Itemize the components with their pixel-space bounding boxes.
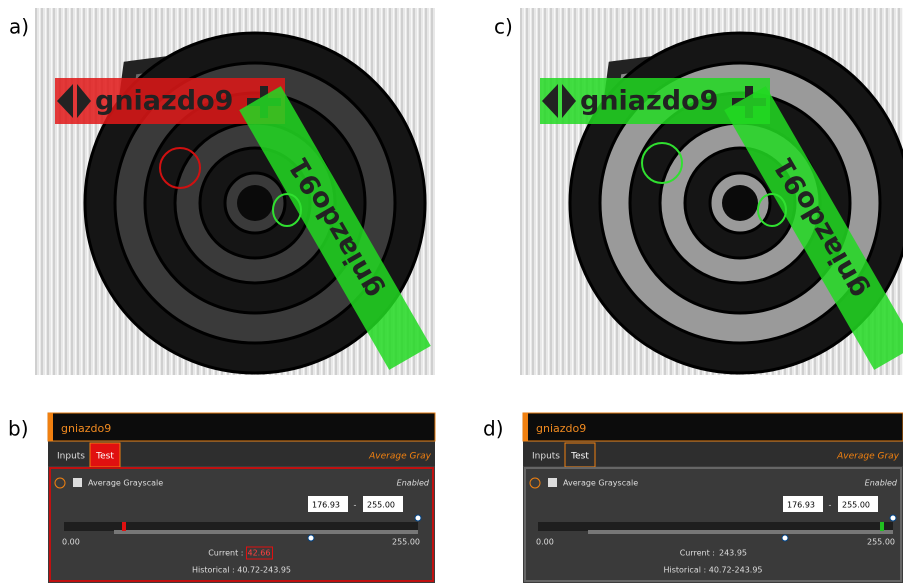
current-value: 243.95 — [719, 549, 747, 558]
accent — [523, 413, 528, 441]
tab[interactable]: Inputs — [57, 452, 85, 462]
panel-letter: c) — [494, 15, 513, 39]
scale-min: 0.00 — [62, 538, 80, 547]
separator: - — [829, 501, 832, 510]
bore — [237, 185, 273, 221]
panel-letter: b) — [8, 417, 29, 441]
slider-track — [538, 522, 893, 531]
spin-value: 255.00 — [367, 501, 395, 510]
roi-label: gniazdo9 — [95, 86, 233, 117]
tool-panel: gniazdo9 Inputs Test Average Gray Average Gr… — [523, 413, 903, 583]
panel-title: gniazdo9 — [536, 422, 586, 435]
current-marker — [880, 522, 884, 531]
historical: Historical : 40.72-243.95 — [663, 566, 762, 575]
scale-min: 0.00 — [536, 538, 554, 547]
separator: - — [354, 501, 357, 510]
figure: a)gniazdo9gniazdo91c)gniazdo9gniazdo91b)… — [0, 0, 903, 583]
checkbox[interactable] — [73, 478, 82, 487]
panel-letter: a) — [9, 15, 29, 39]
historical: Historical : 40.72-243.95 — [192, 566, 291, 575]
slider-track — [64, 522, 418, 531]
current-marker — [122, 522, 126, 531]
panel-letter: d) — [483, 417, 504, 441]
current-value: 42.66 — [248, 549, 271, 558]
threshold-handle[interactable] — [782, 535, 788, 541]
state: Enabled — [397, 479, 430, 488]
slider-range — [114, 530, 418, 534]
tab[interactable]: Inputs — [532, 452, 560, 462]
checkbox[interactable] — [548, 478, 557, 487]
slider-range — [588, 530, 893, 534]
check-label: Average Grayscale — [88, 479, 163, 488]
tool-name: Average Gray — [368, 452, 432, 462]
check-label: Average Grayscale — [563, 479, 638, 488]
bore — [722, 185, 758, 221]
tool-panel: gniazdo9 Inputs Test Average Gray Average Gr… — [48, 413, 435, 583]
current-label: Current : — [680, 549, 715, 558]
spin-value: 255.00 — [842, 501, 870, 510]
threshold-handle[interactable] — [890, 515, 896, 521]
accent — [48, 413, 53, 441]
threshold-handle[interactable] — [415, 515, 421, 521]
tab[interactable]: Test — [95, 452, 114, 462]
panel-title: gniazdo9 — [61, 422, 111, 435]
tool-name: Average Gray — [836, 452, 900, 462]
state: Enabled — [865, 479, 898, 488]
roi-label: gniazdo9 — [580, 86, 718, 117]
threshold-handle[interactable] — [308, 535, 314, 541]
tab[interactable]: Test — [570, 452, 589, 462]
spin-value: 176.93 — [787, 501, 815, 510]
scale-max: 255.00 — [867, 538, 895, 547]
current-label: Current : — [208, 549, 243, 558]
scale-max: 255.00 — [392, 538, 420, 547]
spin-value: 176.93 — [312, 501, 340, 510]
